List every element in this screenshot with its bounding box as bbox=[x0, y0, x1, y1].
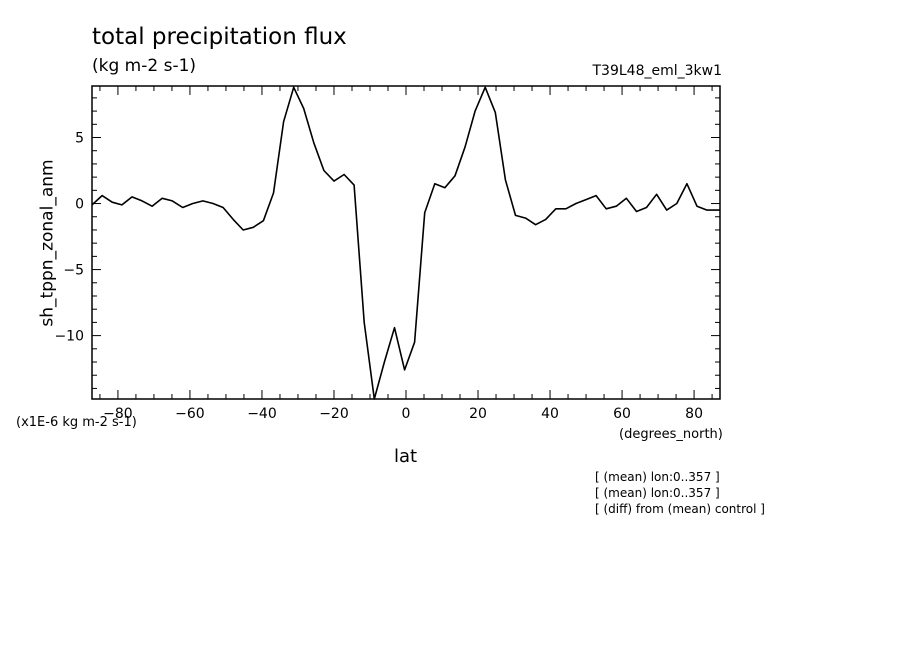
x-axis-units: (degrees_north) bbox=[619, 427, 723, 442]
y-axis-label: sh_tppn_zonal_anm bbox=[37, 159, 58, 327]
processing-note: [ (mean) lon:0..357 ] bbox=[595, 486, 720, 500]
axis-ticks bbox=[92, 86, 720, 399]
run-label: T39L48_eml_3kw1 bbox=[592, 63, 723, 79]
x-tick-label: −80 bbox=[103, 406, 133, 422]
y-axis-units: (x1E-6 kg m-2 s-1) bbox=[16, 415, 137, 430]
y-tick-label: −10 bbox=[54, 329, 84, 345]
x-tick-label: −40 bbox=[247, 406, 277, 422]
x-tick-label: 40 bbox=[541, 406, 559, 422]
series-line bbox=[91, 86, 720, 400]
x-tick-label: 20 bbox=[469, 406, 487, 422]
chart-subtitle-units: (kg m-2 s-1) bbox=[92, 56, 197, 76]
processing-note: [ (diff) from (mean) control ] bbox=[595, 502, 765, 516]
y-tick-label: 5 bbox=[75, 131, 84, 147]
x-tick-label: 80 bbox=[685, 406, 703, 422]
x-tick-label: 0 bbox=[402, 406, 411, 422]
x-tick-label: −60 bbox=[175, 406, 205, 422]
processing-note: [ (mean) lon:0..357 ] bbox=[595, 470, 720, 484]
x-tick-label: 60 bbox=[613, 406, 631, 422]
y-tick-label: −5 bbox=[63, 263, 84, 279]
y-tick-label: 0 bbox=[75, 197, 84, 213]
x-axis-label: lat bbox=[394, 446, 418, 467]
x-tick-label: −20 bbox=[319, 406, 349, 422]
axis-tick-labels: −80 −60 −40 −20 0 20 40 60 80 5 0 −5 −10 bbox=[54, 131, 703, 422]
chart-title: total precipitation flux bbox=[92, 24, 347, 50]
plot-frame bbox=[91, 85, 721, 400]
